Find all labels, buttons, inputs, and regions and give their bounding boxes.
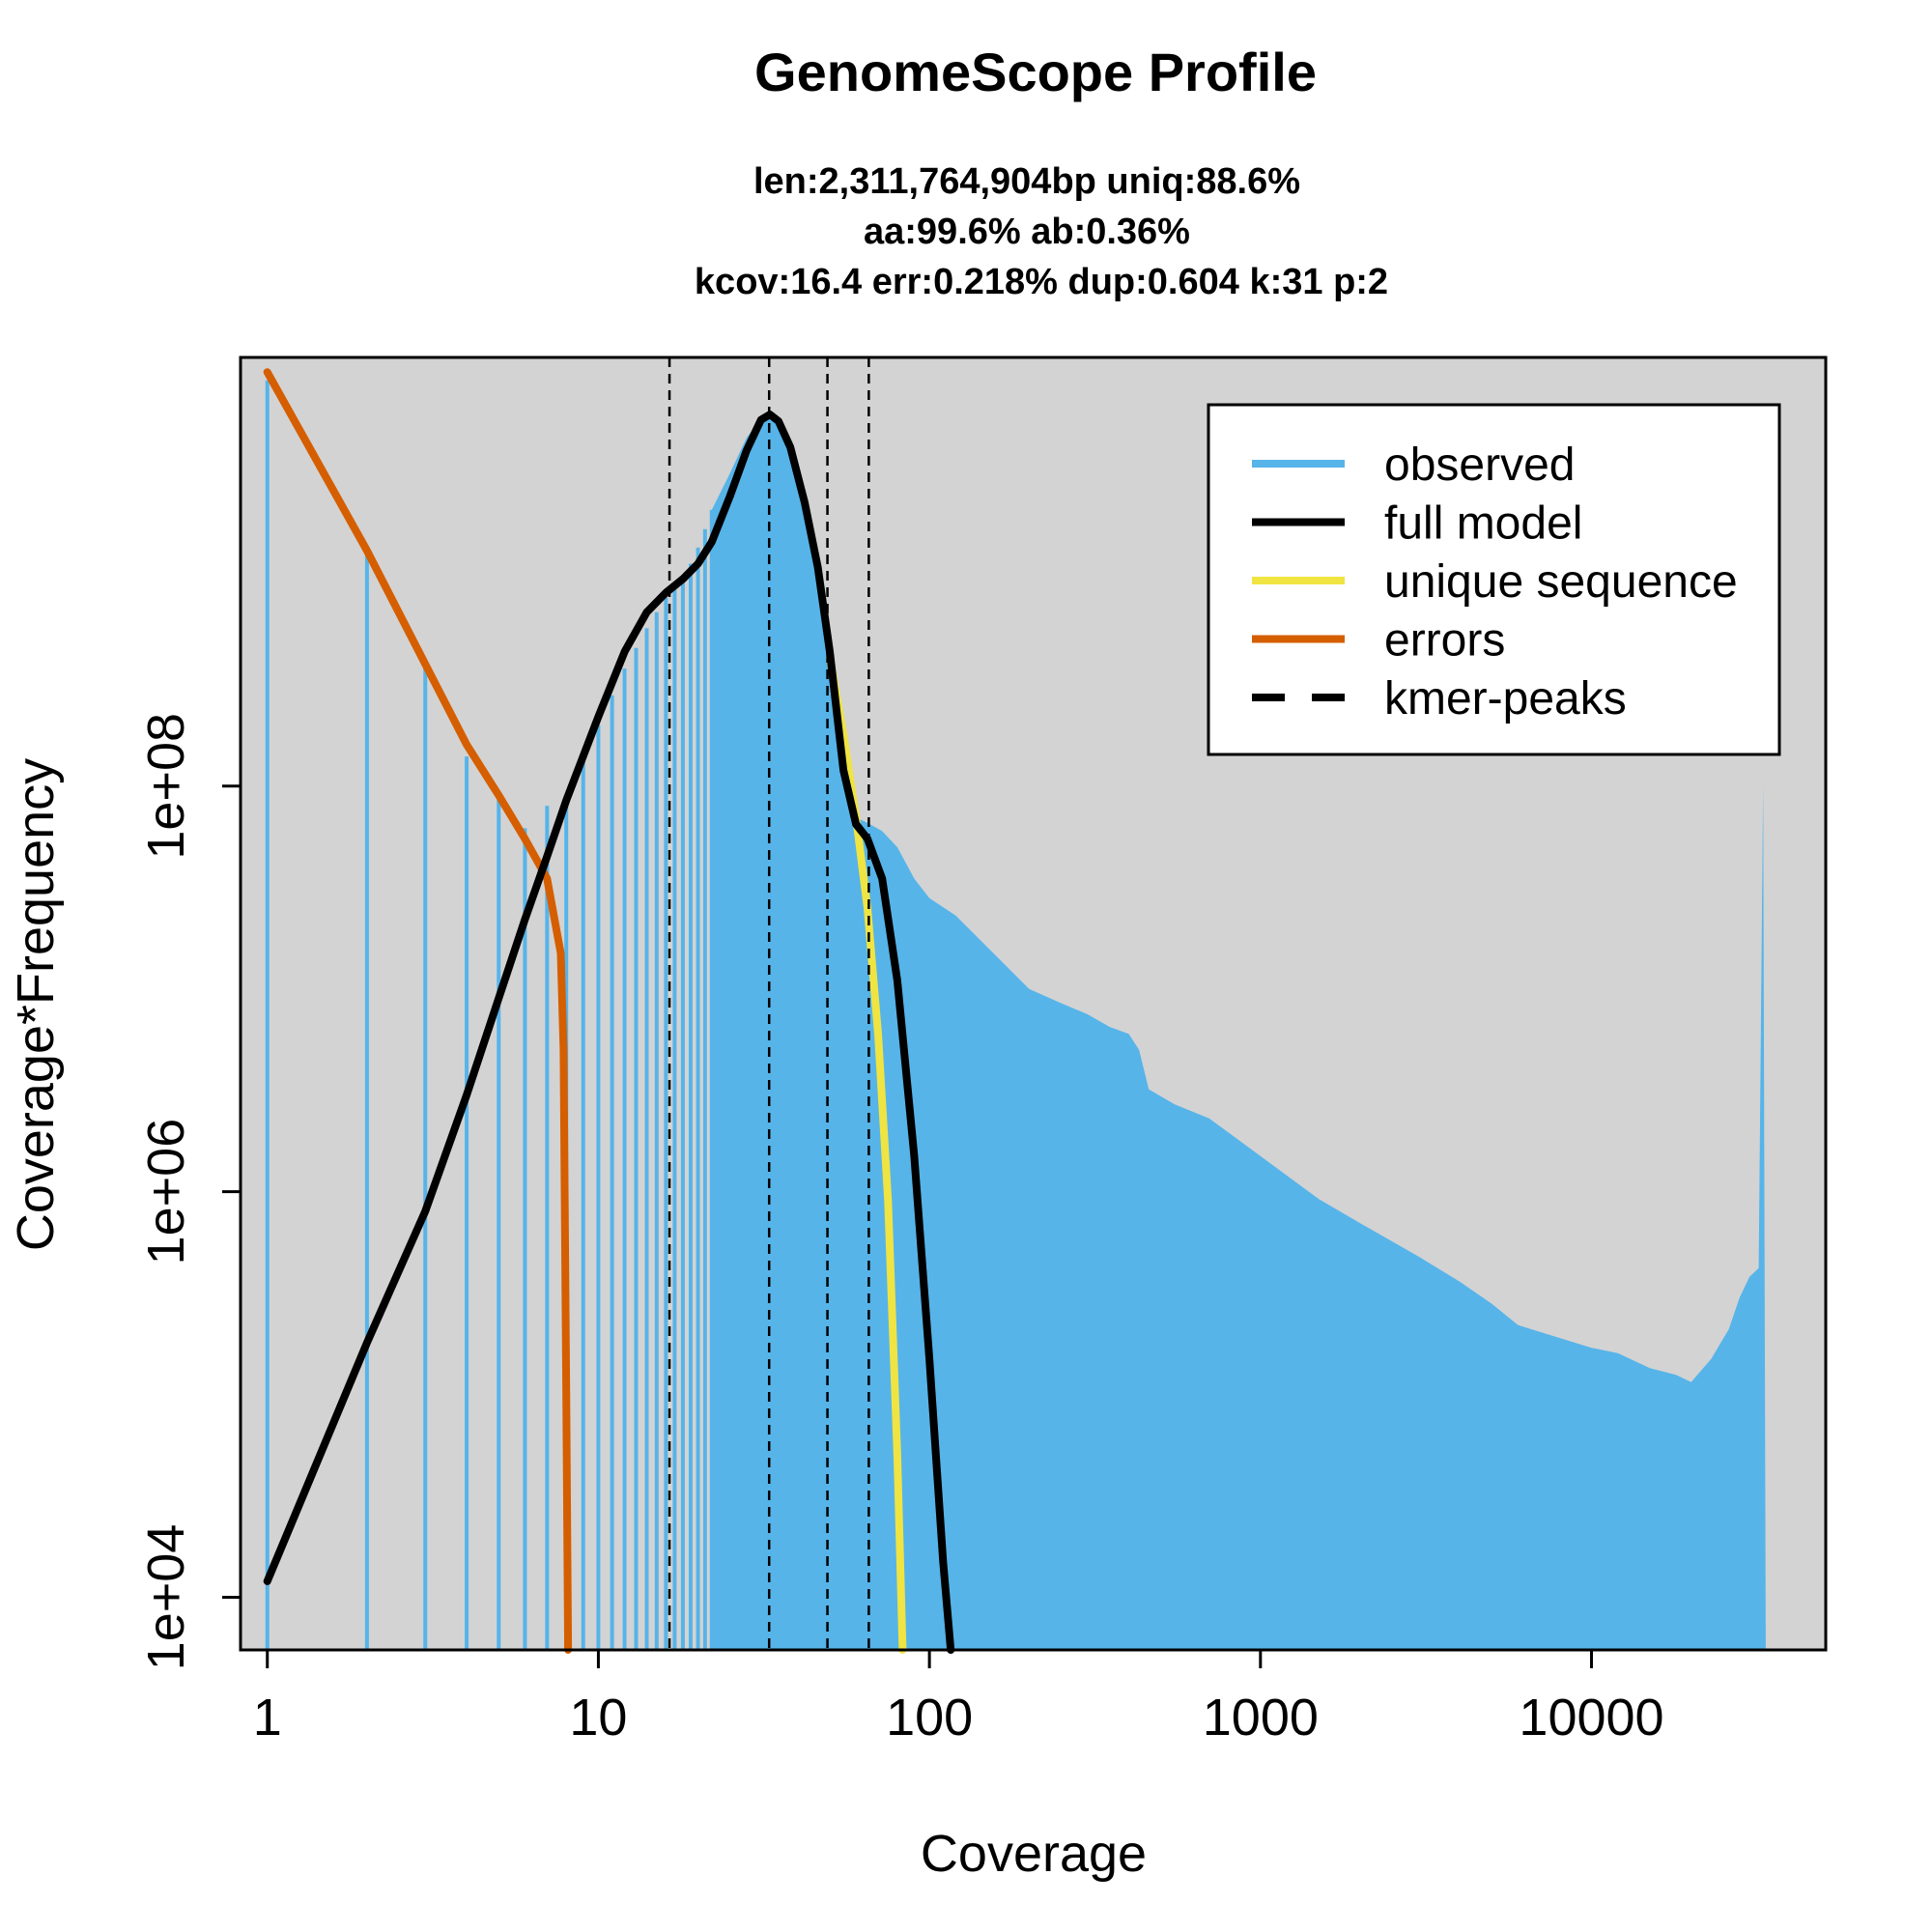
x-tick-label-10000: 10000 [1519, 1689, 1663, 1747]
legend-label-kmer-peaks: kmer-peaks [1384, 673, 1627, 724]
legend-label-unique-sequence: unique sequence [1384, 556, 1738, 608]
chart-subtitle-line-1: len:2,311,764,904bp uniq:88.6% [753, 161, 1300, 202]
chart-subtitle-line-3: kcov:16.4 err:0.218% dup:0.604 k:31 p:2 [695, 262, 1388, 302]
x-axis-label: Coverage [921, 1825, 1147, 1883]
x-tick-label-1: 1 [253, 1689, 282, 1747]
y-tick-label-100000000: 1e+08 [137, 713, 195, 860]
legend-label-full-model: full model [1384, 498, 1582, 550]
observed-area [711, 412, 1766, 1650]
series-full-model-line [263, 411, 955, 1654]
x-tick-label-1000: 1000 [1203, 1689, 1319, 1747]
chart-title: GenomeScope Profile [754, 42, 1317, 102]
y-tick-label-1000000: 1e+06 [137, 1119, 195, 1265]
x-tick-label-10: 10 [569, 1689, 627, 1747]
y-axis-label: Coverage*Frequency [7, 758, 65, 1251]
y-tick-label-10000: 1e+04 [137, 1524, 195, 1671]
legend-label-errors: errors [1384, 615, 1505, 667]
series-errors-line [263, 368, 573, 1654]
series-unique-sequence-line [826, 653, 907, 1654]
legend-label-observed: observed [1384, 440, 1575, 491]
chart-subtitle-line-2: aa:99.6% ab:0.36% [864, 212, 1190, 252]
x-tick-label-100: 100 [886, 1689, 973, 1747]
